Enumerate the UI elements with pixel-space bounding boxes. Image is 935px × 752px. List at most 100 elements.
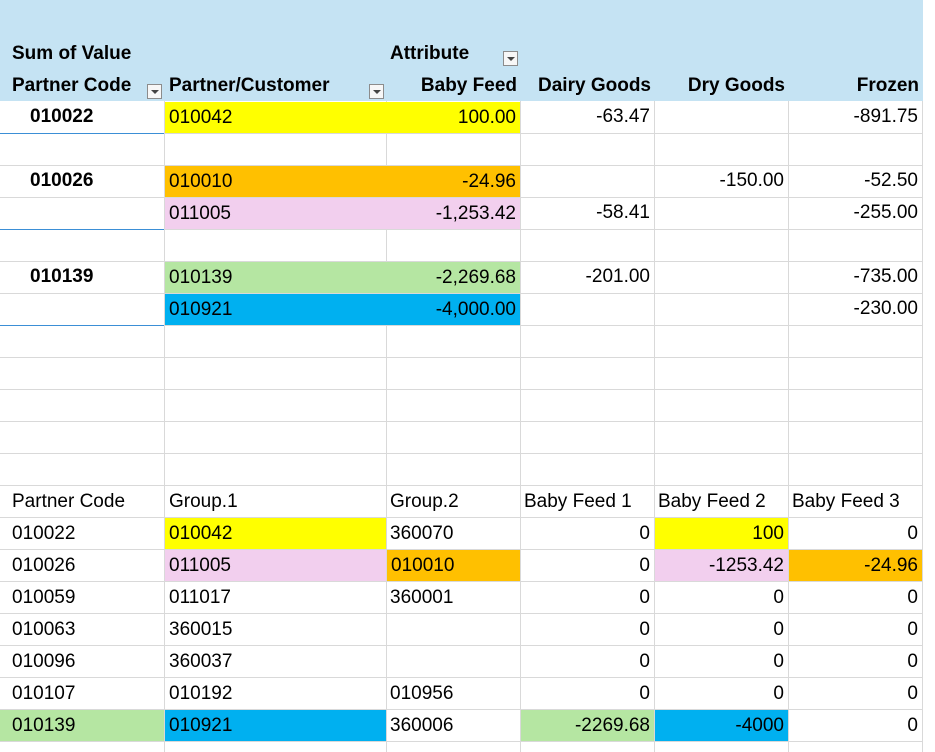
table-cell[interactable]: 010921	[165, 710, 386, 741]
pivot-baby-feed-cell[interactable]: -2,269.68	[386, 262, 520, 293]
table-cell[interactable]: 360001	[390, 587, 454, 608]
pivot-baby-feed-cell[interactable]: -4,000.00	[386, 294, 520, 325]
pivot-frozen-cell[interactable]: -255.00	[853, 202, 918, 223]
pivot-dairy-cell[interactable]: -63.47	[596, 106, 650, 127]
table-cell[interactable]: 0	[639, 683, 650, 704]
pivot-customer-cell[interactable]: 010010	[165, 166, 386, 197]
table-header-baby-feed-1[interactable]: Baby Feed 1	[524, 491, 632, 512]
table-cell[interactable]: 010956	[390, 683, 454, 704]
table-header-baby-feed-3[interactable]: Baby Feed 3	[792, 491, 900, 512]
pivot-dry-cell[interactable]	[654, 197, 788, 229]
pivot-baby-feed-cell[interactable]: -24.96	[386, 166, 520, 197]
pivot-customer-cell[interactable]: 010139	[165, 262, 386, 293]
gridline	[0, 741, 923, 742]
gridline	[0, 453, 923, 454]
pivot-frozen-cell[interactable]: -230.00	[853, 298, 918, 319]
table-cell[interactable]: 010096	[12, 651, 76, 672]
pivot-dry-cell[interactable]	[654, 101, 788, 133]
pivot-customer-cell[interactable]: 011005	[165, 198, 386, 229]
pivot-dairy-cell[interactable]: -58.41	[596, 202, 650, 223]
pivot-dairy-cell[interactable]	[520, 293, 654, 325]
table-cell[interactable]	[386, 646, 520, 678]
table-cell[interactable]: -2269.68	[521, 710, 654, 741]
table-cell[interactable]: 010059	[12, 587, 76, 608]
gridline	[164, 101, 165, 752]
pivot-col-frozen: Frozen	[856, 75, 919, 96]
pivot-dairy-cell[interactable]: -201.00	[585, 266, 650, 287]
gridline	[0, 709, 923, 710]
table-cell[interactable]: 010139	[0, 710, 164, 741]
table-cell[interactable]: 0	[907, 651, 918, 672]
pivot-dry-cell[interactable]	[654, 293, 788, 325]
pivot-customer-cell[interactable]: 010921	[165, 294, 386, 325]
gridline	[654, 101, 655, 752]
pivot-dry-cell[interactable]: -150.00	[719, 170, 784, 191]
table-cell[interactable]: 100	[655, 518, 788, 549]
table-cell[interactable]: 010063	[12, 619, 76, 640]
table-cell[interactable]: 0	[639, 523, 650, 544]
gridline	[0, 549, 923, 550]
table-cell[interactable]: 010026	[12, 555, 76, 576]
gridline	[0, 389, 923, 390]
table-cell[interactable]: -4000	[655, 710, 788, 741]
pivot-row-field-partner-customer: Partner/Customer	[169, 75, 330, 96]
pivot-customer-cell[interactable]: 010042	[165, 102, 386, 133]
pivot-frozen-cell[interactable]: -891.75	[853, 106, 918, 127]
table-cell[interactable]: 0	[773, 651, 784, 672]
group-separator	[0, 229, 164, 230]
pivot-frozen-cell[interactable]: -735.00	[853, 266, 918, 287]
gridline	[520, 101, 521, 752]
partner-customer-filter-dropdown-icon[interactable]	[369, 84, 384, 99]
table-cell[interactable]: 0	[907, 523, 918, 544]
table-cell[interactable]: 360037	[169, 651, 233, 672]
pivot-dairy-cell[interactable]	[520, 165, 654, 197]
partner-code-filter-dropdown-icon[interactable]	[147, 84, 162, 99]
table-cell[interactable]: -1253.42	[655, 550, 788, 581]
table-cell[interactable]: 010107	[12, 683, 76, 704]
pivot-partner-code[interactable]: 010022	[30, 106, 94, 127]
gridline	[0, 645, 923, 646]
table-cell[interactable]: 011017	[169, 587, 231, 608]
table-cell[interactable]	[386, 614, 520, 646]
table-cell[interactable]: 0	[773, 587, 784, 608]
table-cell[interactable]: 0	[773, 683, 784, 704]
table-cell[interactable]: 011005	[165, 550, 386, 581]
table-cell[interactable]: 360070	[390, 523, 454, 544]
table-cell[interactable]: 0	[907, 683, 918, 704]
table-header-baby-feed-2[interactable]: Baby Feed 2	[658, 491, 766, 512]
pivot-dry-cell[interactable]	[654, 261, 788, 293]
pivot-partner-code[interactable]: 010139	[30, 266, 94, 287]
table-cell[interactable]: 0	[639, 587, 650, 608]
table-cell[interactable]: 0	[773, 619, 784, 640]
table-cell[interactable]: 360006	[390, 715, 454, 736]
table-cell[interactable]: 010010	[387, 550, 520, 581]
pivot-baby-feed-cell[interactable]: 100.00	[386, 102, 520, 133]
table-header-partner-code[interactable]: Partner Code	[12, 491, 126, 512]
table-cell[interactable]: 0	[907, 587, 918, 608]
table-cell[interactable]: 010022	[12, 523, 76, 544]
table-cell[interactable]: 0	[639, 555, 650, 576]
table-cell[interactable]: 360015	[169, 619, 233, 640]
table-header-group-2[interactable]: Group.2	[390, 491, 459, 512]
table-cell[interactable]: 0	[639, 619, 650, 640]
table-cell[interactable]: 010192	[169, 683, 233, 704]
table-cell[interactable]: 0	[907, 715, 918, 736]
pivot-baby-feed-cell[interactable]: -1,253.42	[386, 198, 520, 229]
table-cell[interactable]: -24.96	[789, 550, 922, 581]
pivot-row-field-partner-code: Partner Code	[12, 75, 132, 96]
gridline	[0, 165, 923, 166]
gridline	[0, 197, 923, 198]
table-cell[interactable]: 0	[639, 651, 650, 672]
gridline	[0, 293, 923, 294]
gridline	[0, 613, 923, 614]
gridline	[0, 261, 923, 262]
table-cell[interactable]: 010042	[165, 518, 386, 549]
table-cell[interactable]: 0	[907, 619, 918, 640]
attribute-filter-dropdown-icon[interactable]	[503, 51, 518, 66]
pivot-col-dry-goods: Dry Goods	[687, 75, 785, 96]
pivot-partner-code[interactable]: 010026	[30, 170, 94, 191]
gridline	[0, 421, 923, 422]
table-header-group-1[interactable]: Group.1	[169, 491, 238, 512]
pivot-frozen-cell[interactable]: -52.50	[864, 170, 918, 191]
